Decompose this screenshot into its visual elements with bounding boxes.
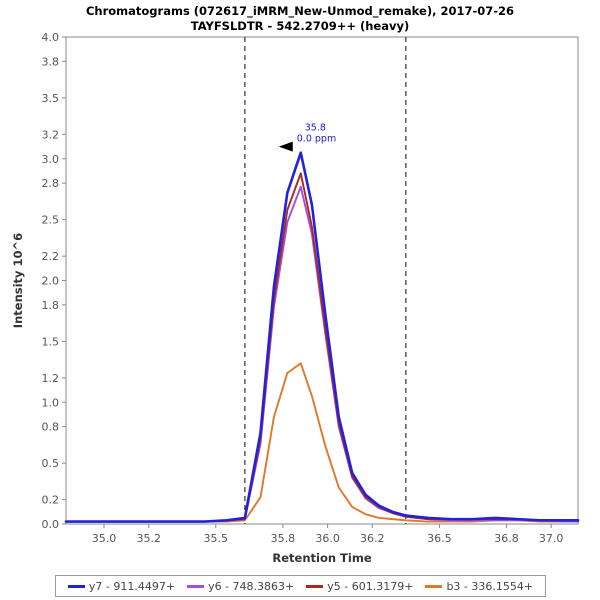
left-arrow-marker xyxy=(278,141,293,152)
y-tick-label: 0.5 xyxy=(42,457,60,470)
x-axis-ticks: 35.0 35.2 35.5 35.8 36.0 36.2 36.5 36.8 37.0 xyxy=(92,524,564,545)
x-tick-label: 36.2 xyxy=(360,532,385,545)
integration-boundary-lines[interactable] xyxy=(244,37,407,524)
y-tick-label: 2.0 xyxy=(42,275,60,288)
annotation-retention-time: 35.8 xyxy=(305,123,326,134)
y-axis-title: Intensity 10^6 xyxy=(11,233,25,328)
legend-item[interactable]: y7 - 911.4497+ xyxy=(62,580,181,593)
y-tick-label: 1.5 xyxy=(42,335,60,348)
legend-item[interactable]: y6 - 748.3863+ xyxy=(181,580,300,593)
chart-title-line2: TAYFSLDTR - 542.2709++ (heavy) xyxy=(190,19,410,33)
y-tick-label: 0.0 xyxy=(42,518,60,531)
y-tick-label: 3.8 xyxy=(42,55,60,68)
y-tick-label: 0.2 xyxy=(42,494,60,507)
y-tick-label: 2.2 xyxy=(42,250,60,263)
legend-item-label: y5 - 601.3179+ xyxy=(327,579,414,593)
x-tick-label: 36.0 xyxy=(315,532,340,545)
x-tick-label: 35.0 xyxy=(92,532,117,545)
x-axis-title: Retention Time xyxy=(272,551,371,565)
y-tick-label: 1.2 xyxy=(42,372,60,385)
chromatogram-traces xyxy=(64,151,580,523)
legend-color-swatch xyxy=(306,584,324,588)
y-tick-label: 3.5 xyxy=(42,92,60,105)
y-tick-label: 1.0 xyxy=(42,396,60,409)
y-tick-label: 4.0 xyxy=(42,31,60,44)
y-tick-label: 2.5 xyxy=(42,214,60,227)
legend-item[interactable]: b3 - 336.1554+ xyxy=(419,580,539,593)
chart-title-line1: Chromatograms (072617_iMRM_New-Unmod_rem… xyxy=(85,4,515,18)
chart-title: Chromatograms (072617_iMRM_New-Unmod_rem… xyxy=(0,4,600,34)
legend-item-label: y6 - 748.3863+ xyxy=(208,579,295,593)
y-tick-label: 0.8 xyxy=(42,421,60,434)
legend-color-swatch xyxy=(187,584,205,588)
peak-annotation: 35.80.0 ppm xyxy=(278,123,336,152)
legend-item-label: b3 - 336.1554+ xyxy=(446,579,534,593)
y-tick-label: 3.0 xyxy=(42,153,60,166)
legend-color-swatch xyxy=(67,584,85,588)
legend: y7 - 911.4497+ y6 - 748.3863+ y5 - 601.317… xyxy=(55,575,546,597)
legend-item[interactable]: y5 - 601.3179+ xyxy=(300,580,419,593)
y-tick-label: 2.8 xyxy=(42,177,60,190)
x-tick-label: 35.2 xyxy=(136,532,161,545)
legend-color-swatch xyxy=(425,584,443,588)
y-tick-label: 3.2 xyxy=(42,128,60,141)
x-tick-label: 35.8 xyxy=(271,532,296,545)
x-tick-label: 37.0 xyxy=(539,532,564,545)
trace-y7 xyxy=(64,151,580,523)
x-tick-label: 36.5 xyxy=(427,532,452,545)
y-tick-label: 1.8 xyxy=(42,299,60,312)
x-tick-label: 36.8 xyxy=(494,532,519,545)
annotation-mass-error: 0.0 ppm xyxy=(297,134,336,145)
y-axis-ticks: 0.0 0.2 0.5 0.8 1.0 1.2 1.5 1.8 2.0 2.2 2.5 2.8 3.0 3… xyxy=(42,31,66,531)
x-tick-label: 35.5 xyxy=(204,532,229,545)
legend-item-label: y7 - 911.4497+ xyxy=(88,579,176,593)
